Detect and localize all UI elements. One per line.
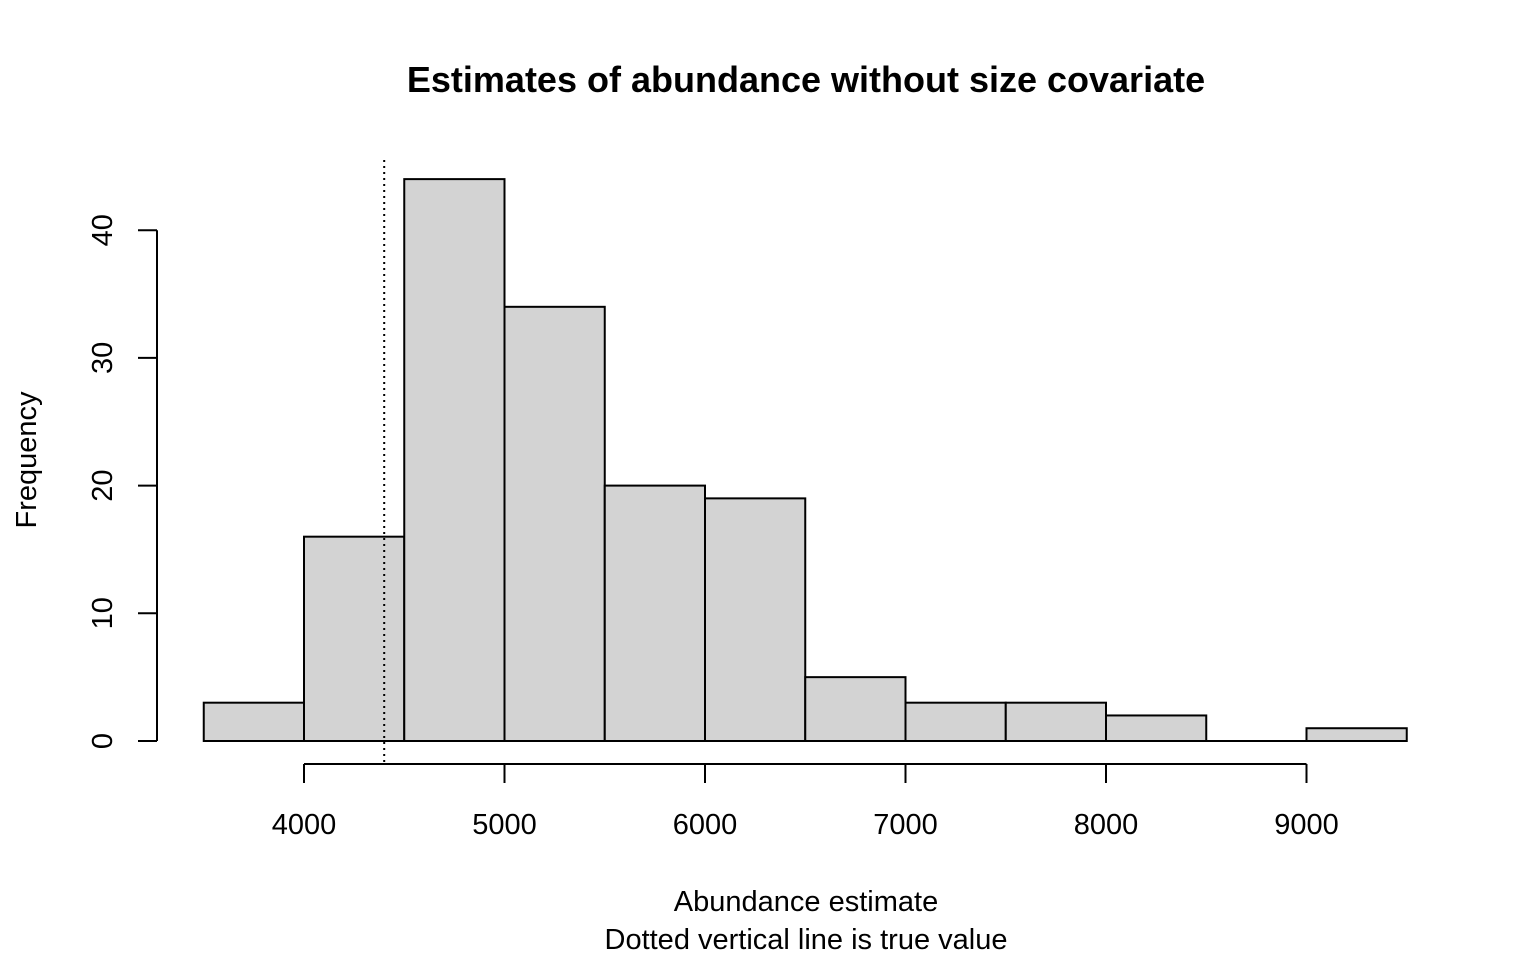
histogram-bar (202, 701, 305, 743)
histogram-bar (904, 701, 1007, 743)
histogram-bar (804, 676, 907, 743)
histogram-bar (603, 484, 706, 742)
histogram-bar (403, 178, 506, 742)
histogram-bar (1305, 727, 1408, 742)
x-axis-label: Abundance estimate (674, 886, 938, 918)
y-tick-label: 10 (87, 597, 119, 629)
x-tick-label: 5000 (472, 809, 537, 841)
y-tick-label: 40 (87, 214, 119, 246)
histogram-bar (1105, 714, 1208, 743)
x-tick-label: 6000 (673, 809, 738, 841)
histogram-bars (202, 178, 1408, 743)
y-tick-label: 20 (87, 469, 119, 501)
y-axis-label: Frequency (11, 391, 43, 529)
x-axis: 4000 5000 6000 7000 8000 9000 (272, 763, 1339, 841)
histogram-bar (303, 535, 406, 742)
x-tick-label: 7000 (873, 809, 938, 841)
x-tick-label: 8000 (1074, 809, 1139, 841)
x-axis-subtitle: Dotted vertical line is true value (605, 924, 1008, 956)
y-axis: 0 10 20 30 40 (87, 214, 158, 749)
histogram-bar (503, 305, 606, 742)
histogram-bar (1004, 701, 1107, 743)
x-tick-label: 4000 (272, 809, 337, 841)
y-tick-label: 0 (87, 733, 119, 749)
y-tick-label: 30 (87, 342, 119, 374)
chart-title: Estimates of abundance without size cova… (407, 59, 1205, 100)
histogram-bar (704, 497, 807, 742)
x-tick-label: 9000 (1274, 809, 1339, 841)
